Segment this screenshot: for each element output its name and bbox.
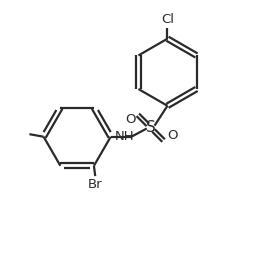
Text: Br: Br bbox=[88, 178, 103, 191]
Text: Cl: Cl bbox=[161, 13, 174, 26]
Text: S: S bbox=[146, 120, 156, 135]
Text: NH: NH bbox=[115, 130, 135, 143]
Text: O: O bbox=[167, 129, 178, 142]
Text: O: O bbox=[125, 114, 135, 126]
